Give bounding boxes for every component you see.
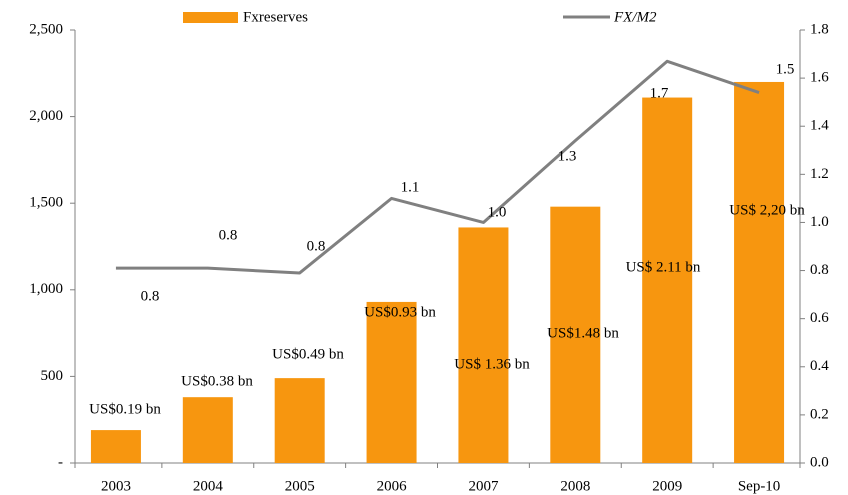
x-tick-label: 2003 <box>101 478 131 494</box>
legend-swatch <box>183 12 238 23</box>
data-label: 1.7 <box>650 85 669 101</box>
bar <box>642 97 693 463</box>
data-label: 1.0 <box>488 204 507 220</box>
y2-tick-label: 0.8 <box>810 262 829 278</box>
y2-tick-label: 0.6 <box>810 310 829 326</box>
bar <box>734 81 785 464</box>
line <box>115 59 760 275</box>
data-label: US$0.38 bn <box>181 373 253 389</box>
y2-tick-label: 1.6 <box>810 70 829 86</box>
data-label: US$ 2,20 bn <box>729 202 805 218</box>
data-label: US$ 2.11 bn <box>626 259 701 275</box>
x-tick-label: 2007 <box>468 478 499 494</box>
bar <box>182 397 233 463</box>
y-tick-label: 2,000 <box>29 108 63 124</box>
data-label: 0.8 <box>307 238 326 254</box>
y-tick-label: 1,000 <box>29 281 63 297</box>
x-tick-label: 2008 <box>560 478 590 494</box>
data-label: US$ 1.36 bn <box>454 356 530 372</box>
legend-label: FX/M2 <box>613 9 657 25</box>
y-tick-label: 500 <box>41 368 64 384</box>
x-tick-label: 2005 <box>285 478 315 494</box>
bar <box>550 206 601 463</box>
y2-tick-label: 1.0 <box>810 214 829 230</box>
y2-tick-label: 0.4 <box>810 358 829 374</box>
bar <box>366 301 417 463</box>
data-label: 1.5 <box>776 61 795 77</box>
data-label: US$0.49 bn <box>272 346 344 362</box>
data-label: 1.3 <box>558 148 577 164</box>
y-tick-label: 2,500 <box>29 21 63 37</box>
bar <box>90 430 141 463</box>
x-tick-label: Sep-10 <box>738 478 781 494</box>
data-label: US$0.19 bn <box>89 401 161 417</box>
data-label: 0.8 <box>219 227 238 243</box>
y2-tick-label: 0.2 <box>810 406 829 422</box>
data-label: 1.1 <box>401 179 420 195</box>
x-tick-label: 2009 <box>652 478 682 494</box>
data-label: US$0.93 bn <box>364 304 436 320</box>
x-tick-label: 2006 <box>377 478 408 494</box>
x-tick-label: 2004 <box>193 478 224 494</box>
y2-tick-label: 1.2 <box>810 166 829 182</box>
y-tick-label: 1,500 <box>29 195 63 211</box>
bar <box>458 227 509 463</box>
data-label: US$1.48 bn <box>547 325 619 341</box>
data-label: 0.8 <box>141 288 160 304</box>
y2-tick-label: 0.0 <box>810 454 829 470</box>
bar <box>274 378 325 463</box>
y2-tick-label: 1.8 <box>810 21 829 37</box>
legend-label: Fxreserves <box>243 9 308 25</box>
y-tick-label: - <box>58 454 63 470</box>
y2-tick-label: 1.4 <box>810 118 829 134</box>
